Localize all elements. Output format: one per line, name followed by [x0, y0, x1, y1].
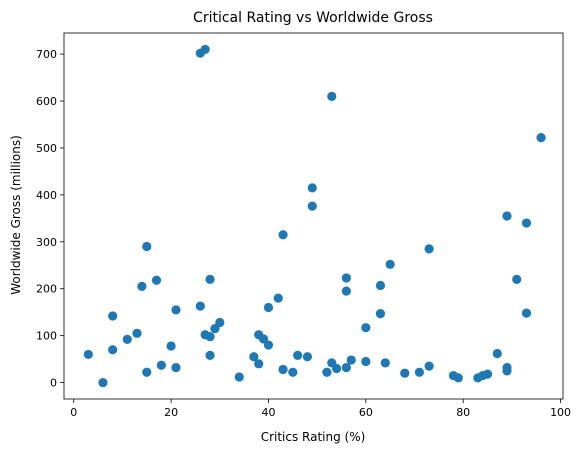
data-point-15 [200, 44, 210, 55]
plot-frame [63, 32, 564, 400]
data-point-2 [108, 345, 118, 355]
data-point-37 [307, 201, 317, 211]
data-point-57 [453, 373, 463, 383]
data-point-44 [341, 286, 351, 296]
data-point-53 [414, 367, 424, 377]
x-axis-ticks: 0 20 40 60 80 100 [70, 399, 571, 419]
data-point-51 [385, 259, 395, 269]
data-point-11 [166, 341, 176, 351]
data-point-22 [215, 317, 225, 328]
data-point-55 [424, 361, 434, 371]
y-tick-label-1: 100 [36, 330, 57, 343]
data-point-20 [205, 350, 215, 360]
data-point-26 [254, 359, 264, 369]
data-point-8 [142, 367, 152, 377]
data-point-1 [98, 377, 108, 388]
data-point-41 [332, 363, 342, 374]
data-point-13 [171, 362, 181, 373]
data-point-3 [108, 311, 118, 321]
data-point-18 [205, 331, 215, 342]
chart-title: Critical Rating vs Worldwide Gross [193, 10, 433, 26]
data-point-62 [502, 211, 512, 221]
data-point-50 [380, 358, 390, 368]
data-point-52 [400, 368, 410, 378]
y-axis-ticks: 0 100 200 300 400 500 600 700 [36, 48, 64, 390]
x-tick-label-3: 60 [359, 406, 373, 419]
x-tick-label-1: 20 [164, 406, 178, 419]
plot-points [83, 44, 546, 388]
data-point-64 [502, 366, 512, 376]
data-point-47 [361, 356, 371, 367]
y-tick-label-4: 400 [36, 189, 57, 202]
x-tick-label-5: 100 [550, 406, 571, 419]
x-tick-label-0: 0 [70, 406, 77, 419]
data-point-29 [263, 302, 274, 313]
data-point-23 [234, 372, 244, 382]
data-point-24 [249, 352, 259, 362]
data-point-10 [156, 360, 166, 370]
data-point-66 [521, 218, 532, 228]
data-point-43 [341, 273, 351, 283]
y-tick-label-0: 0 [50, 377, 57, 390]
data-point-30 [273, 293, 283, 303]
x-axis-label: Critics Rating (%) [261, 430, 366, 444]
data-point-54 [424, 244, 434, 254]
data-point-65 [512, 274, 522, 284]
data-point-33 [288, 367, 298, 377]
data-point-9 [151, 275, 162, 285]
data-point-4 [122, 334, 132, 345]
data-point-46 [361, 323, 371, 333]
y-tick-label-5: 500 [36, 142, 57, 155]
data-point-12 [171, 305, 181, 315]
data-point-49 [375, 309, 386, 319]
data-point-34 [293, 350, 303, 360]
x-tick-label-4: 80 [456, 406, 470, 419]
data-point-35 [302, 352, 313, 362]
data-point-32 [278, 364, 288, 375]
data-point-68 [536, 133, 546, 143]
x-tick-label-2: 40 [261, 406, 275, 419]
data-point-5 [132, 328, 142, 338]
y-tick-label-7: 700 [36, 48, 57, 61]
data-point-6 [137, 281, 147, 291]
data-point-61 [492, 348, 502, 359]
data-point-39 [327, 91, 337, 101]
y-tick-label-6: 600 [36, 95, 57, 108]
data-point-0 [83, 349, 93, 360]
data-point-38 [322, 367, 332, 377]
y-tick-label-2: 200 [36, 283, 57, 296]
data-point-42 [341, 362, 351, 373]
data-point-45 [346, 355, 356, 365]
data-point-67 [521, 308, 532, 318]
data-point-19 [205, 274, 215, 284]
data-point-7 [142, 241, 152, 252]
data-point-60 [482, 369, 493, 379]
data-point-28 [263, 340, 274, 350]
y-tick-label-3: 300 [36, 236, 57, 249]
data-point-48 [375, 280, 386, 291]
data-point-36 [307, 183, 317, 193]
data-point-16 [195, 301, 205, 311]
y-axis-label: Worldwide Gross (millions) [9, 135, 23, 295]
data-point-31 [278, 230, 288, 240]
